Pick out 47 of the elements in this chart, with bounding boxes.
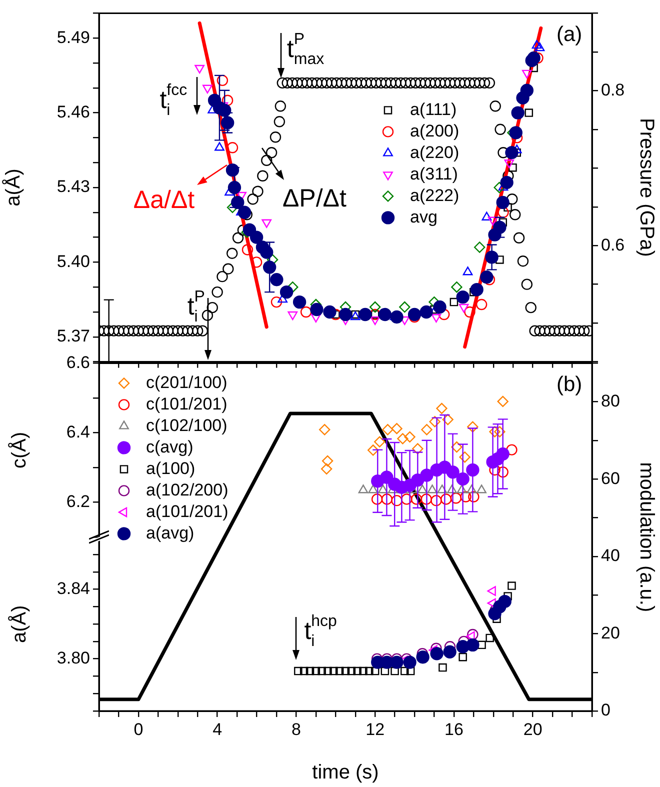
y-tick-label: 5.37 xyxy=(56,326,90,346)
y-tick-label: 5.40 xyxy=(56,252,90,271)
y2-axis-title: modulation (a.u.) xyxy=(635,462,658,612)
annotation: (a) xyxy=(556,22,582,46)
legend-label: a(avg) xyxy=(146,523,194,542)
y-axis-title: c(Å) xyxy=(8,432,31,468)
y2-tick-label: 40 xyxy=(601,546,620,566)
y2-tick-label: 0.8 xyxy=(601,80,625,100)
y3-tick-label: 3.80 xyxy=(56,648,90,668)
legend-label: a(101/201) xyxy=(146,502,228,521)
legend-label: a(311) xyxy=(410,164,458,184)
legend-label: c(101/201) xyxy=(146,394,228,414)
y2-axis-title: Pressure (GPa) xyxy=(635,118,658,257)
legend-label: a(220) xyxy=(410,142,460,162)
y3-axis-title: a(Å) xyxy=(8,605,31,643)
x-tick-label: 16 xyxy=(444,720,464,739)
legend-label: c(201/100) xyxy=(146,372,228,392)
y2-tick-label: 80 xyxy=(601,392,620,411)
y2-tick-label: 60 xyxy=(601,468,620,488)
legend-label: avg xyxy=(410,207,438,226)
y2-tick-label: 0 xyxy=(601,700,610,720)
y-axis-title: a(Å) xyxy=(2,168,25,206)
y2-tick-label: 20 xyxy=(601,623,620,642)
legend-label: a(222) xyxy=(410,186,460,205)
y-tick-label: 5.46 xyxy=(56,102,90,122)
y3-tick-label: 3.84 xyxy=(56,578,90,598)
annotation: Δa/Δt xyxy=(133,186,195,214)
y-tick-label: 5.49 xyxy=(56,28,90,47)
legend-label: c(avg) xyxy=(146,437,194,456)
legend-label: a(102/200) xyxy=(146,480,228,500)
legend-label: a(111) xyxy=(410,100,457,119)
legend-label: a(200) xyxy=(410,121,460,140)
y-tick-label: 6.2 xyxy=(66,492,90,512)
x-tick-label: 0 xyxy=(134,720,144,739)
y-tick-label: 6.4 xyxy=(66,422,90,442)
annotation: (b) xyxy=(556,372,582,396)
x-axis-title: time (s) xyxy=(312,762,379,784)
legend-label: c(102/100) xyxy=(146,416,228,435)
x-tick-label: 12 xyxy=(366,720,385,739)
y2-tick-label: 0.6 xyxy=(601,235,625,254)
x-tick-label: 20 xyxy=(523,720,542,739)
annotation: ΔP/Δt xyxy=(282,184,346,213)
x-tick-label: 4 xyxy=(212,720,222,739)
x-tick-label: 8 xyxy=(291,720,301,739)
y-tick-label: 6.6 xyxy=(66,352,90,372)
y-tick-label: 5.43 xyxy=(56,177,90,196)
legend-label: a(100) xyxy=(146,458,196,478)
